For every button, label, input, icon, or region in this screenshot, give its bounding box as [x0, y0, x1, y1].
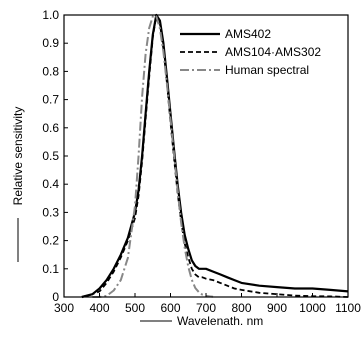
y-axis-title-group: Relative sensitivity: [11, 107, 25, 206]
y-tick-label: 0.3: [42, 205, 59, 219]
x-axis-title: Wavelenath. nm: [177, 314, 263, 328]
x-tick-label: 600: [160, 301, 180, 315]
y-tick-label: 0.9: [42, 36, 59, 50]
y-tick-label: 0.8: [42, 64, 59, 78]
x-axis-title-group: Wavelenath. nm: [140, 314, 263, 328]
legend: AMS402 AMS104·AMS302 Human spectral: [180, 27, 321, 77]
x-tick-label: 400: [89, 301, 109, 315]
x-tick-label: 800: [231, 301, 251, 315]
y-tick-label: 0.4: [42, 177, 59, 191]
x-tick-label: 300: [54, 301, 74, 315]
legend-label-3: Human spectral: [225, 63, 309, 77]
x-tick-label: 1100: [335, 301, 361, 315]
x-tick-label: 700: [196, 301, 216, 315]
x-axis: 300 400 500 600 700 800 900 1000 1100: [54, 293, 361, 315]
x-tick-label: 900: [267, 301, 287, 315]
series-line-3: [92, 14, 214, 298]
y-tick-label: 0.6: [42, 121, 59, 135]
series-layer: [81, 13, 349, 299]
y-axis: 0 0.1 0.2 0.3 0.4 0.5 0.6 0.7 0.8 0.9 1.0: [42, 8, 68, 304]
y-tick-label: 0.5: [42, 149, 59, 163]
y-axis-title: Relative sensitivity: [11, 107, 25, 206]
y-tick-label: 1.0: [42, 8, 59, 22]
legend-label-2: AMS104·AMS302: [225, 45, 321, 59]
x-tick-label: 500: [125, 301, 145, 315]
y-tick-label: 0.1: [42, 262, 59, 276]
y-tick-label: 0.2: [42, 234, 59, 248]
y-tick-label: 0: [52, 290, 59, 304]
legend-label-1: AMS402: [225, 27, 271, 41]
y-tick-label: 0.7: [42, 93, 59, 107]
x-tick-label: 1000: [299, 301, 326, 315]
